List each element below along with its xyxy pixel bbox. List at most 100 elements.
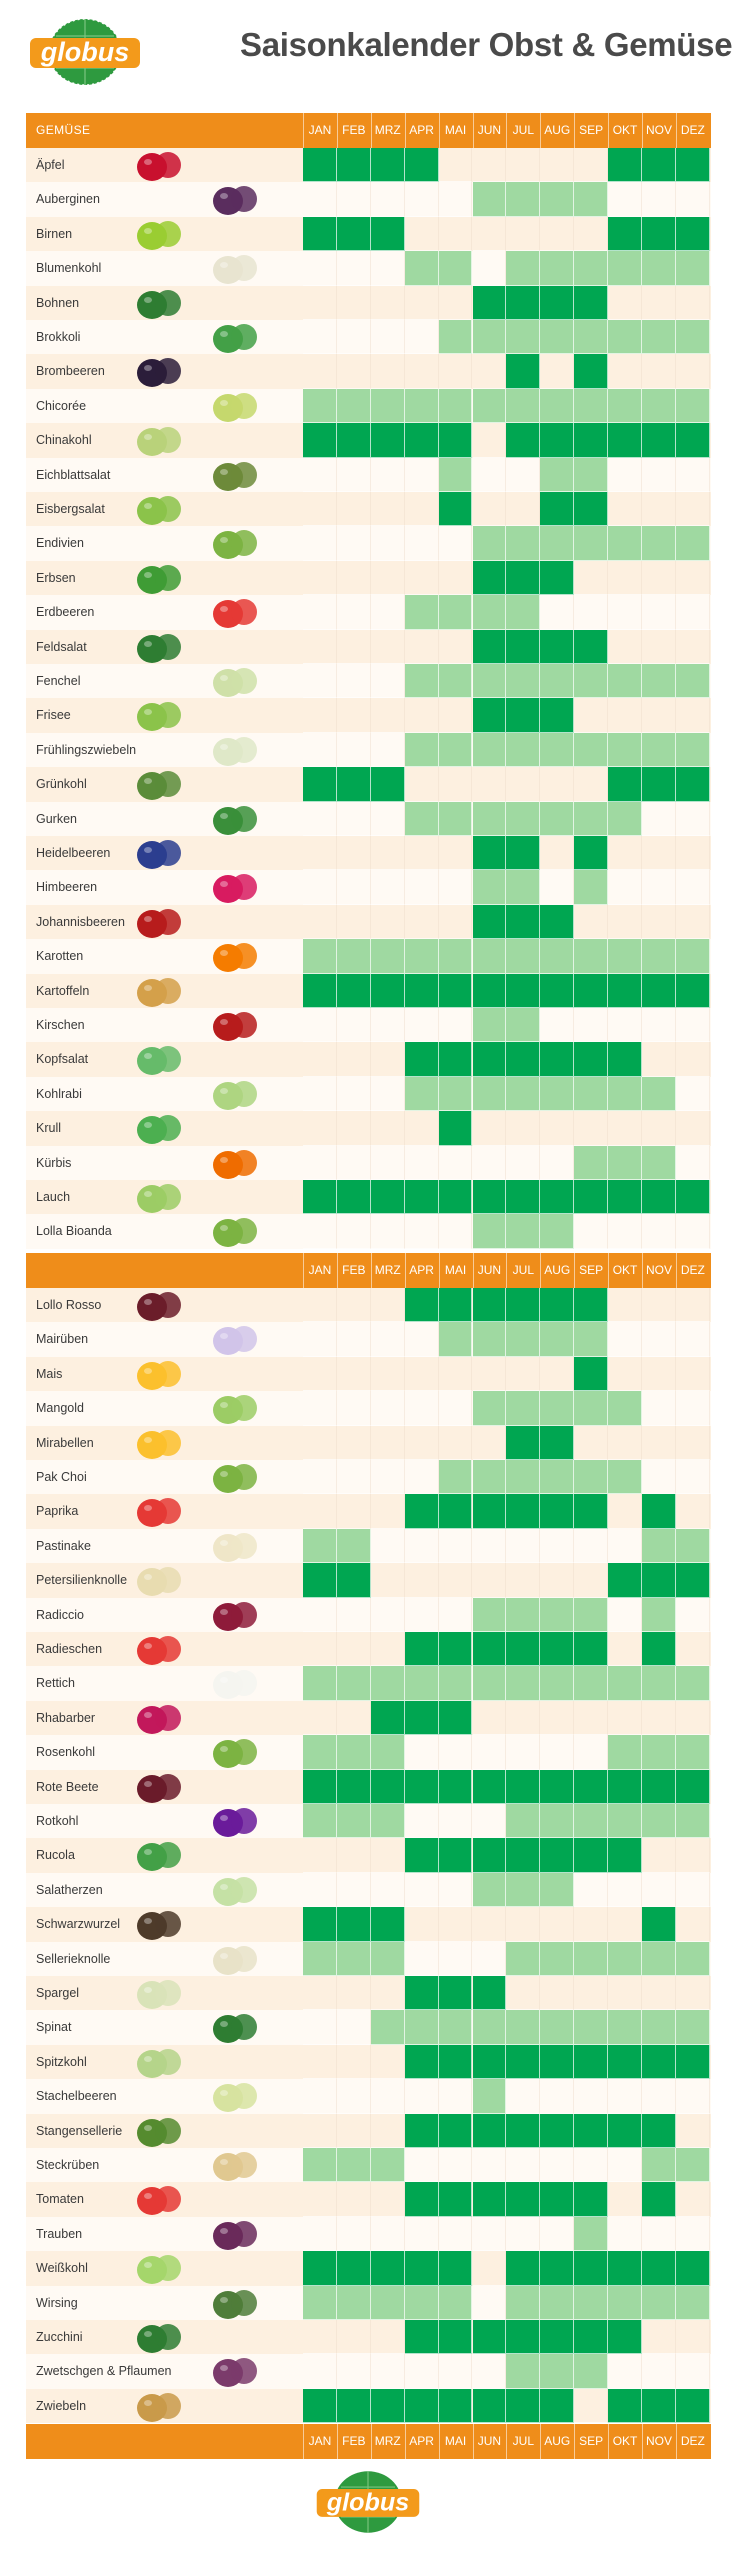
- season-cell-dez: [675, 492, 710, 527]
- season-cell-apr: [404, 2113, 439, 2148]
- season-cell-jan: [303, 1838, 337, 1873]
- season-cell-apr: [404, 2044, 439, 2080]
- season-cell-aug: [540, 2079, 575, 2114]
- season-cell-sep: [574, 1322, 609, 1357]
- produce-name: Pak Choi: [36, 1470, 87, 1484]
- season-cell-jul: [506, 1563, 541, 1598]
- season-cell-dez: [675, 354, 710, 389]
- season-cell-feb: [336, 1008, 371, 1043]
- season-cell-nov: [642, 423, 676, 458]
- season-cell-okt: [608, 216, 642, 252]
- season-cell-mai: [438, 560, 473, 596]
- season-cell-apr: [404, 767, 439, 802]
- column-separator: [472, 2424, 474, 2459]
- season-cell-jan: [303, 2251, 337, 2286]
- romaine-hearts-icon: [213, 1876, 257, 1906]
- season-cell-jan: [303, 904, 337, 940]
- season-cell-jun: [472, 767, 507, 802]
- season-cell-jan: [303, 1391, 337, 1426]
- season-cell-mrz: [370, 801, 405, 836]
- season-cell-jun: [472, 664, 507, 699]
- season-cell-feb: [336, 1804, 371, 1839]
- season-cell-nov: [642, 1907, 676, 1942]
- month-header-bar: GEMÜSE JAN FEB MRZ APR MAI JUN JUL AUG SEP OKT NOV D…: [26, 113, 711, 148]
- season-cell-jun: [472, 457, 507, 492]
- season-cell-apr: [404, 2079, 439, 2114]
- broccoli-icon: [213, 324, 257, 353]
- season-cell-jul: [506, 1632, 541, 1667]
- season-cell-nov: [642, 595, 676, 630]
- season-cell-jun: [472, 560, 507, 596]
- season-cell-jan: [303, 526, 337, 561]
- globus-logo[interactable]: globus: [26, 14, 144, 90]
- column-separator: [506, 113, 508, 148]
- season-cell-aug: [540, 2044, 575, 2080]
- season-cell-sep: [574, 423, 609, 458]
- season-cell-jan: [303, 595, 337, 630]
- season-cell-nov: [642, 1145, 676, 1180]
- produce-name: Tomaten: [36, 2192, 84, 2207]
- season-cell-sep: [574, 2320, 609, 2355]
- season-cell-mai: [438, 1008, 473, 1043]
- season-cell-jan: [303, 1735, 337, 1770]
- season-cell-dez: [675, 904, 710, 940]
- season-cell-jan: [303, 2285, 337, 2320]
- season-cell-aug: [540, 182, 575, 217]
- season-cell-feb: [336, 1425, 371, 1460]
- produce-name: Zucchini: [36, 2330, 83, 2344]
- season-cell-mai: [438, 320, 473, 355]
- season-cell-okt: [608, 251, 642, 286]
- season-cell-nov: [642, 801, 676, 836]
- season-cell-sep: [574, 2010, 609, 2045]
- season-cell-jan: [303, 1941, 337, 1976]
- season-cell-nov: [642, 182, 676, 217]
- season-cell-mai: [438, 1356, 473, 1392]
- red-cabbage-icon: [213, 1808, 257, 1837]
- globus-footer-logo[interactable]: globus: [313, 2466, 423, 2538]
- season-cell-apr: [404, 457, 439, 492]
- month-label: MAI: [444, 1263, 467, 1277]
- season-cell-mrz: [370, 1042, 405, 1077]
- season-cell-sep: [574, 2216, 609, 2252]
- season-cell-nov: [642, 664, 676, 699]
- produce-row: Heidelbeeren: [26, 836, 711, 871]
- season-cell-dez: [675, 1356, 710, 1392]
- white-cabbage-icon: [137, 2255, 181, 2285]
- season-cell-jun: [472, 1632, 507, 1667]
- produce-name: Chinakohl: [36, 433, 92, 448]
- produce-row: Birnen: [26, 216, 711, 252]
- produce-row: Radieschen: [26, 1632, 711, 1667]
- season-cell-mrz: [370, 1907, 405, 1942]
- season-cell-okt: [608, 1322, 642, 1357]
- season-cell-feb: [336, 767, 371, 802]
- produce-name: Krull: [36, 1121, 62, 1136]
- season-cell-nov: [642, 2388, 676, 2424]
- season-cell-dez: [675, 1288, 710, 1323]
- season-cell-aug: [540, 939, 575, 974]
- column-separator: [336, 1253, 338, 1288]
- season-cell-mai: [438, 1735, 473, 1770]
- season-cell-mai: [438, 1907, 473, 1942]
- season-cell-jul: [506, 2251, 541, 2286]
- month-label: MRZ: [374, 2434, 401, 2448]
- season-cell-sep: [574, 1563, 609, 1598]
- season-cell-apr: [404, 423, 439, 458]
- brussels-sprouts-icon: [213, 1739, 257, 1769]
- produce-name: Spargel: [36, 1986, 80, 2000]
- lettuce-icon: [137, 1046, 181, 1076]
- season-cell-nov: [642, 698, 676, 733]
- season-cell-mai: [438, 1976, 473, 2011]
- season-cell-jul: [506, 1666, 541, 1701]
- season-cell-dez: [675, 939, 710, 974]
- season-cell-sep: [574, 2388, 609, 2424]
- season-cell-sep: [574, 354, 609, 389]
- season-cell-jan: [303, 1008, 337, 1043]
- season-cell-nov: [642, 2285, 676, 2320]
- produce-name: Kürbis: [36, 1155, 72, 1170]
- produce-row: Frisee: [26, 698, 711, 733]
- season-cell-okt: [608, 1008, 642, 1043]
- season-cell-mrz: [370, 526, 405, 561]
- season-cell-mai: [438, 285, 473, 320]
- season-cell-sep: [574, 870, 609, 905]
- season-cell-nov: [642, 1008, 676, 1043]
